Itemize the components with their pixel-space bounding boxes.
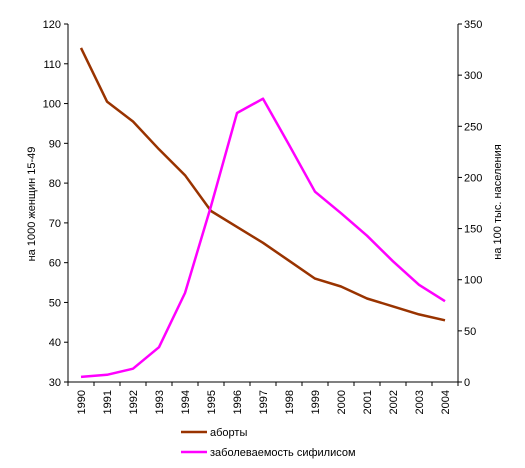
x-tick-label: 1992	[128, 390, 140, 414]
right-tick-label: 350	[464, 19, 482, 31]
left-tick-label: 90	[49, 138, 61, 150]
left-tick-label: 110	[43, 59, 61, 71]
x-tick-label: 1996	[232, 390, 244, 414]
x-tick-label: 2002	[388, 390, 400, 414]
x-tick-label: 1990	[76, 390, 88, 414]
series-line	[80, 97, 446, 379]
x-tick-label: 1995	[206, 390, 218, 414]
left-tick-label: 50	[49, 297, 61, 309]
legend: аборты заболеваемость сифилисом	[181, 427, 356, 459]
x-tick-label: 1993	[154, 390, 166, 414]
right-tick-label: 250	[464, 121, 482, 133]
x-tick-label: 1991	[102, 390, 114, 414]
x-tick-label: 1997	[258, 390, 270, 414]
x-tick-label: 2000	[336, 390, 348, 414]
x-tick-label: 2004	[440, 390, 452, 414]
right-tick-label: 200	[464, 172, 482, 184]
left-tick-label: 100	[43, 99, 61, 111]
x-tick-label: 1999	[310, 390, 322, 414]
chart-axes	[67, 24, 459, 383]
x-tick-label: 2001	[362, 390, 374, 414]
right-tick-label: 300	[464, 70, 482, 82]
legend-label: заболеваемость сифилисом	[210, 447, 356, 459]
left-axis-label: на 1000 женщин 15-49	[26, 147, 38, 262]
x-axis-ticks: 1990 1991 1992 1993 1994 1995 1996 1997 1998 1999…	[67, 382, 459, 414]
left-tick-label: 40	[49, 337, 61, 349]
right-tick-label: 150	[464, 224, 482, 236]
left-tick-label: 80	[49, 178, 61, 190]
left-tick-label: 30	[49, 377, 61, 389]
series-layer	[79, 47, 446, 379]
right-tick-label: 50	[464, 326, 476, 338]
right-axis-label: на 100 тыс. населения	[492, 144, 504, 259]
left-tick-label: 70	[49, 218, 61, 230]
x-tick-label: 1998	[284, 390, 296, 414]
left-tick-label: 60	[49, 258, 61, 270]
x-tick-label: 2003	[414, 390, 426, 414]
legend-label: аборты	[210, 427, 247, 439]
right-axis-ticks: 0 50 100 150 200 250 300 350	[458, 19, 482, 389]
right-tick-label: 100	[464, 275, 482, 287]
right-tick-label: 0	[464, 377, 470, 389]
series-line	[79, 47, 446, 322]
left-axis-ticks: 30 40 50 60 70 80 90 100 110 120	[43, 19, 68, 389]
x-tick-label: 1994	[180, 390, 192, 414]
left-tick-label: 120	[43, 19, 61, 31]
